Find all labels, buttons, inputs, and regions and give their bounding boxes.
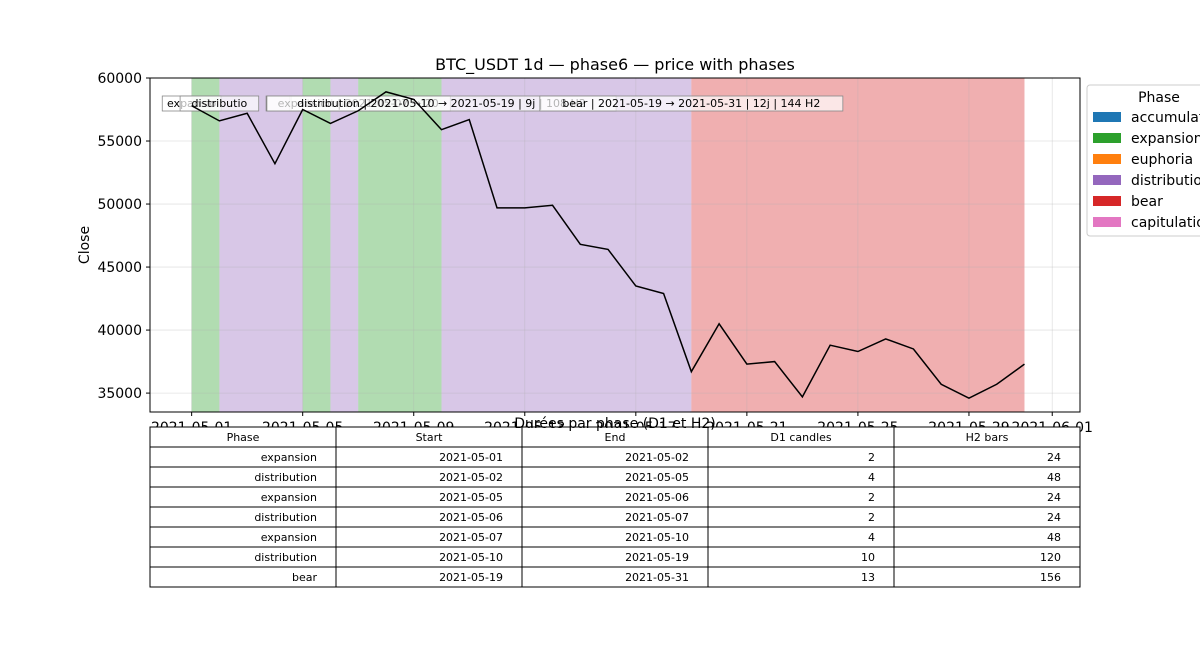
legend: Phase accumulat expansion euphoria distribut…	[1086, 84, 1200, 237]
table-header-label: D1 candles	[770, 431, 832, 444]
table-cell-value: 2021-05-05	[625, 471, 689, 484]
table-cell-value: 120	[1040, 551, 1061, 564]
table-cell-value: 2021-05-06	[439, 511, 503, 524]
table-cell-value: distribution	[254, 511, 317, 524]
phase-annotation-label: distribution | 2021-05-10 → 2021-05-19 |…	[297, 97, 586, 110]
legend-swatch-bear	[1093, 196, 1121, 206]
table-cell-value: 2021-05-05	[439, 491, 503, 504]
table-cell-value: 48	[1047, 531, 1061, 544]
table-cell	[707, 506, 895, 528]
close-line	[191, 91, 1025, 399]
table-cell-value: 13	[861, 571, 875, 584]
table-cell-value: 2	[868, 511, 875, 524]
table-cell-value: 10	[861, 551, 875, 564]
legend-label: accumulat	[1131, 110, 1200, 126]
phase-band-distribution	[219, 78, 303, 412]
table-title: Durées par phase (D1 et H2)	[514, 416, 716, 432]
y-tick-label: 40000	[97, 323, 142, 339]
table-cell-value: 2021-05-07	[625, 511, 689, 524]
phase-band-expansion	[358, 78, 442, 412]
phase-band-expansion	[191, 78, 220, 412]
phase-bands	[191, 78, 1025, 412]
y-tick-label: 50000	[97, 197, 142, 213]
table-cell-value: 2021-05-10	[625, 531, 689, 544]
grid-lines	[150, 77, 1080, 412]
legend-title: Phase	[1138, 90, 1180, 106]
phase-annotation: distribution | 2021-05-10 → 2021-05-19 |…	[266, 95, 617, 112]
y-tick-label: 45000	[97, 260, 142, 276]
legend-swatch-accumulat	[1093, 112, 1121, 122]
table-cell-value: 2021-05-02	[625, 451, 689, 464]
table-cell-value: expansion	[261, 491, 317, 504]
legend-label: distributio	[1131, 173, 1200, 189]
table-cell-value: 2021-05-19	[625, 551, 689, 564]
table-cell-value: 24	[1047, 491, 1061, 504]
legend-label: euphoria	[1131, 152, 1193, 168]
phase-band-distribution	[441, 78, 692, 412]
phase-annotation-label: distributio	[192, 97, 248, 110]
durations-table: Phase Start End D1 candles H2 bars expansion 2…	[149, 416, 1081, 588]
phase-annotation-box	[539, 95, 844, 112]
phase-annotation-label: bear | 2021-05-19 → 2021-05-31 | 12j | 1…	[562, 97, 820, 110]
table-cell-value: 2021-05-10	[439, 551, 503, 564]
phase-annotation: bear | 2021-05-19 → 2021-05-31 | 12j | 1…	[539, 95, 844, 112]
table-cell	[707, 486, 895, 508]
table-cell-value: 24	[1047, 451, 1061, 464]
phase-annotation-box	[179, 95, 260, 112]
legend-label: expansion	[1131, 131, 1200, 147]
axes	[149, 77, 1081, 413]
table-cell-value: 2	[868, 451, 875, 464]
table-header-label: Start	[416, 431, 444, 444]
table-cell-value: expansion	[261, 531, 317, 544]
table-cell-value: distribution	[254, 551, 317, 564]
phase-band-bear	[691, 78, 1025, 412]
y-tick-label: 60000	[97, 71, 142, 87]
table-cell-value: 4	[868, 471, 875, 484]
table-cell-value: 156	[1040, 571, 1061, 584]
table-cell-value: 2021-05-07	[439, 531, 503, 544]
table-cell-value: 24	[1047, 511, 1061, 524]
table-cell	[707, 526, 895, 548]
legend-swatch-euphoria	[1093, 154, 1121, 164]
table-cell-value: 2021-05-31	[625, 571, 689, 584]
table-cell-value: 2	[868, 491, 875, 504]
legend-swatch-distributio	[1093, 175, 1121, 185]
table-cell-value: expansion	[261, 451, 317, 464]
table-cell-value: bear	[292, 571, 317, 584]
table-header-label: End	[605, 431, 626, 444]
phase-band-expansion	[302, 78, 331, 412]
phase-annotations: expansiodistributioexpdistributioexpansi…	[161, 95, 844, 112]
table-cell-value: 2021-05-02	[439, 471, 503, 484]
legend-label: capitulatio	[1131, 215, 1200, 231]
plot-frame	[149, 77, 1081, 413]
y-axis-label: Close	[77, 226, 93, 264]
close-series	[191, 91, 1025, 399]
legend-swatch-expansion	[1093, 133, 1121, 143]
y-tick-label: 55000	[97, 134, 142, 150]
phase-band-distribution	[330, 78, 359, 412]
table-cell-value: 4	[868, 531, 875, 544]
table-cell-value: distribution	[254, 471, 317, 484]
legend-label: bear	[1131, 194, 1163, 210]
phase-annotation: distributio	[179, 95, 260, 112]
table-cell	[893, 566, 1081, 588]
table-cell-value: 2021-05-01	[439, 451, 503, 464]
table-cell-value: 48	[1047, 471, 1061, 484]
table-cell-value: 2021-05-06	[625, 491, 689, 504]
y-tick-label: 35000	[97, 386, 142, 402]
table-cell	[707, 466, 895, 488]
table-cell-value: 2021-05-19	[439, 571, 503, 584]
table-cell	[707, 446, 895, 468]
legend-swatch-capitulatio	[1093, 217, 1121, 227]
table-header-label: H2 bars	[966, 431, 1009, 444]
chart-title: BTC_USDT 1d — phase6 — price with phases	[435, 55, 795, 75]
table-header-label: Phase	[227, 431, 260, 444]
